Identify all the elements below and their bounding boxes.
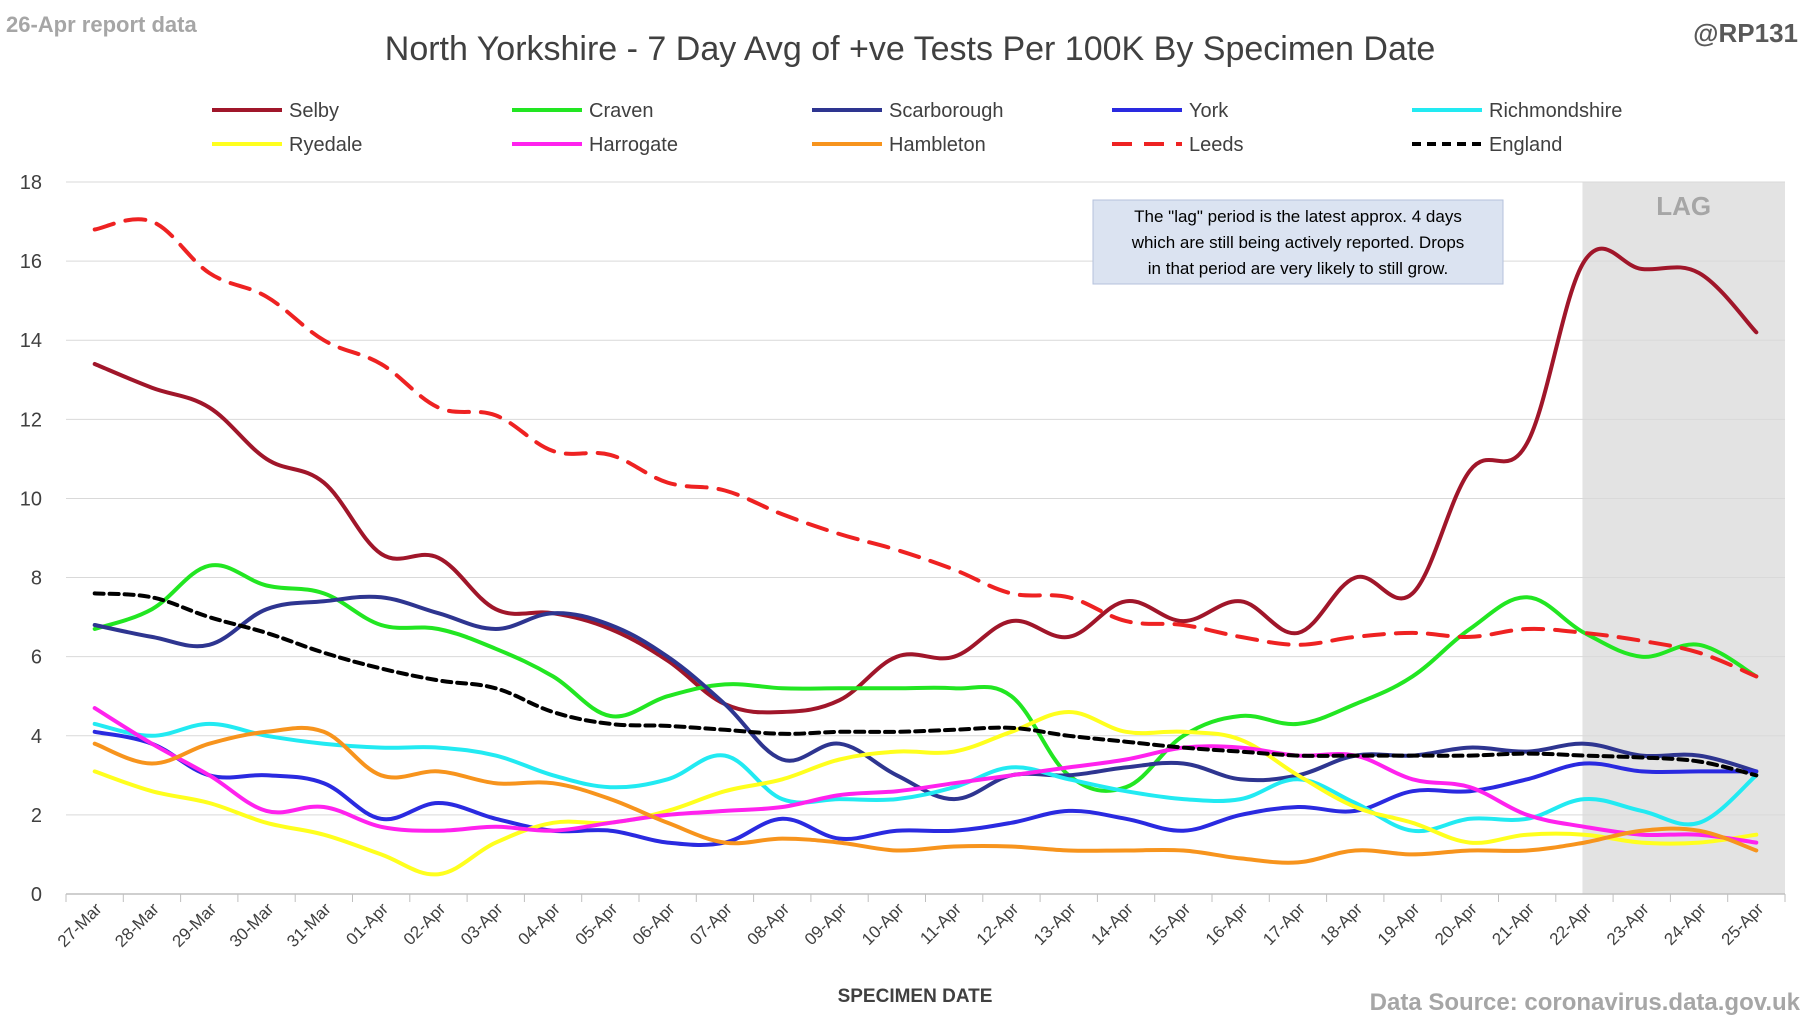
legend-label: Richmondshire — [1489, 100, 1622, 122]
series-line-harrogate — [92, 706, 1759, 845]
legend-item-richmondshire: Richmondshire — [1412, 100, 1622, 122]
legend-item-harrogate: Harrogate — [512, 134, 678, 156]
series-line-england — [92, 591, 1759, 778]
series-line-hambleton — [92, 725, 1759, 865]
series-line-york — [92, 729, 1759, 847]
legend-item-york: York — [1112, 100, 1229, 122]
y-tick-label: 6 — [31, 647, 42, 669]
annotation-line: in that period are very likely to still … — [1148, 259, 1448, 278]
y-tick-label: 4 — [31, 726, 42, 748]
series-line-scarborough — [92, 594, 1759, 802]
legend-item-selby: Selby — [212, 100, 339, 122]
lag-region — [1582, 182, 1785, 894]
lag-label: LAG — [1656, 191, 1711, 221]
legend-item-hambleton: Hambleton — [812, 134, 986, 156]
legend-label: Craven — [589, 100, 653, 122]
chart-title: North Yorkshire - 7 Day Avg of +ve Tests… — [385, 30, 1435, 68]
y-tick-label: 18 — [20, 172, 42, 194]
legend-label: Scarborough — [889, 100, 1004, 122]
lag-annotation-box: The "lag" period is the latest approx. 4… — [1092, 199, 1504, 285]
legend-label: Harrogate — [589, 134, 678, 156]
y-tick-label: 0 — [31, 884, 42, 906]
legend-item-craven: Craven — [512, 100, 653, 122]
y-tick-label: 8 — [31, 568, 42, 590]
annotation-background — [1092, 199, 1504, 285]
y-tick-label: 16 — [20, 251, 42, 273]
series-line-craven — [92, 563, 1759, 793]
legend-item-scarborough: Scarborough — [812, 100, 1004, 122]
series-line-selby — [92, 246, 1759, 715]
legend-item-england: England — [1412, 134, 1562, 156]
legend-label: Selby — [289, 100, 339, 122]
legend-label: Hambleton — [889, 134, 986, 156]
legend-label: Ryedale — [289, 134, 362, 156]
y-tick-label: 12 — [20, 409, 42, 431]
author-handle: @RP131 — [1693, 18, 1798, 48]
series-line-ryedale — [92, 710, 1759, 877]
y-tick-label: 10 — [20, 488, 42, 510]
legend-item-ryedale: Ryedale — [212, 134, 362, 156]
series-line-leeds — [92, 217, 1759, 679]
annotation-line: which are still being actively reported.… — [1131, 233, 1465, 252]
x-axis-title: SPECIMEN DATE — [838, 986, 993, 1007]
series-line-richmondshire — [92, 721, 1759, 834]
legend-label: England — [1489, 134, 1562, 156]
legend-label: York — [1189, 100, 1229, 122]
y-tick-label: 14 — [20, 330, 42, 352]
data-source-label: Data Source: coronavirus.data.gov.uk — [1370, 989, 1801, 1016]
y-tick-label: 2 — [31, 805, 42, 827]
annotation-line: The "lag" period is the latest approx. 4… — [1134, 207, 1462, 226]
legend-item-leeds: Leeds — [1112, 134, 1244, 156]
report-date-label: 26-Apr report data — [6, 12, 197, 37]
legend-label: Leeds — [1189, 134, 1244, 156]
